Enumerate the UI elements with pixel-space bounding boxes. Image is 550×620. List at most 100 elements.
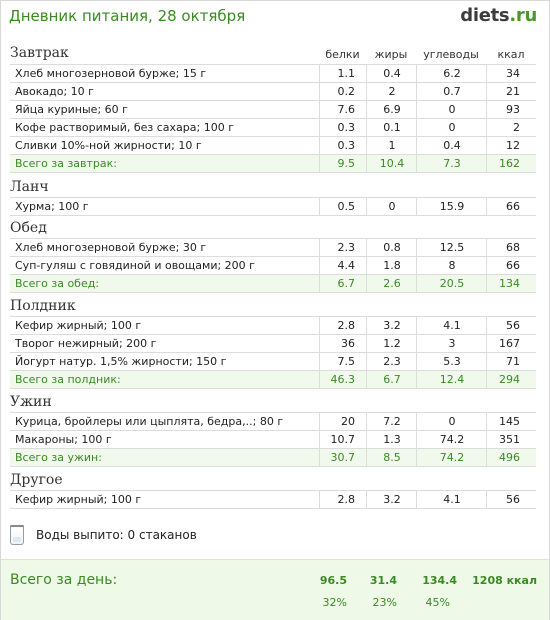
protein-value: 7.5 xyxy=(319,353,366,370)
protein-value: 2.3 xyxy=(319,239,366,256)
food-name: Кофе растворимый, без сахара; 100 г xyxy=(15,121,234,134)
kcal-value: 12 xyxy=(486,137,536,154)
food-row[interactable]: Яйца куриные; 60 г 7.6 6.9 0 93 xyxy=(10,101,536,119)
total-protein: 30.7 xyxy=(319,449,366,466)
protein-value: 4.4 xyxy=(319,257,366,274)
kcal-value: 93 xyxy=(486,101,536,118)
protein-value: 1.1 xyxy=(319,65,366,82)
carbs-value: 0.4 xyxy=(416,137,487,154)
carbs-value: 0.7 xyxy=(416,83,487,100)
total-carbs: 74.2 xyxy=(416,449,487,466)
protein-value: 0.3 xyxy=(319,137,366,154)
column-header-fat: жиры xyxy=(374,48,408,61)
protein-value: 20 xyxy=(319,413,366,430)
food-name: Хлеб многозерновой бурже; 15 г xyxy=(15,67,207,80)
carbs-value: 0 xyxy=(416,119,487,136)
carbs-value: 5.3 xyxy=(416,353,487,370)
food-row[interactable]: Хлеб многозерновой бурже; 30 г 2.3 0.8 12.5… xyxy=(10,239,536,257)
food-row[interactable]: Кефир жирный; 100 г 2.8 3.2 4.1 56 xyxy=(10,491,536,509)
carbs-value: 74.2 xyxy=(416,431,487,448)
protein-value: 0.3 xyxy=(319,119,366,136)
food-name: Кефир жирный; 100 г xyxy=(15,319,142,332)
day-total-kcal: 1208 ккал xyxy=(472,574,537,587)
food-name: Кефир жирный; 100 г xyxy=(15,493,142,506)
supper-table: Курица, бройлеры или цыплята, бедра,..; … xyxy=(10,412,536,467)
day-total-fat: 31.4 xyxy=(369,574,397,587)
total-protein: 9.5 xyxy=(319,155,366,172)
breakfast-table: Хлеб многозерновой бурже; 15 г 1.1 0.4 6.2 3… xyxy=(10,64,536,173)
day-total-carbs: 134.4 xyxy=(422,574,457,587)
food-row[interactable]: Кефир жирный; 100 г 2.8 3.2 4.1 56 xyxy=(10,317,536,335)
carbs-value: 6.2 xyxy=(416,65,487,82)
total-fat: 6.7 xyxy=(366,371,417,388)
meal-title-other: Другое xyxy=(10,472,63,488)
meal-total-row: Всего за завтрак: 9.5 10.4 7.3 162 xyxy=(10,155,536,173)
food-row[interactable]: Сливки 10%-ной жирности; 10 г 0.3 1 0.4 12 xyxy=(10,137,536,155)
fat-value: 7.2 xyxy=(366,413,417,430)
kcal-value: 351 xyxy=(486,431,536,448)
carbs-value: 4.1 xyxy=(416,317,487,334)
food-row[interactable]: Макароны; 100 г 10.7 1.3 74.2 351 xyxy=(10,431,536,449)
food-row[interactable]: Йогурт натур. 1,5% жирности; 150 г 7.5 2.3… xyxy=(10,353,536,371)
logo-main: diets xyxy=(460,5,510,26)
meal-total-row: Всего за обед: 6.7 2.6 20.5 134 xyxy=(10,275,536,293)
protein-value: 7.6 xyxy=(319,101,366,118)
column-header-carbs: углеводы xyxy=(423,48,479,61)
food-row[interactable]: Суп-гуляш с говядиной и овощами; 200 г 4.… xyxy=(10,257,536,275)
food-row[interactable]: Хлеб многозерновой бурже; 15 г 1.1 0.4 6.2 3… xyxy=(10,65,536,83)
total-label: Всего за завтрак: xyxy=(15,157,118,170)
food-name: Курица, бройлеры или цыплята, бедра,..; … xyxy=(15,415,284,428)
protein-value: 36 xyxy=(319,335,366,352)
total-kcal: 162 xyxy=(486,155,536,172)
total-fat: 2.6 xyxy=(366,275,417,292)
kcal-value: 68 xyxy=(486,239,536,256)
food-row[interactable]: Авокадо; 10 г 0.2 2 0.7 21 xyxy=(10,83,536,101)
meal-total-row: Всего за ужин: 30.7 8.5 74.2 496 xyxy=(10,449,536,467)
food-row[interactable]: Хурма; 100 г 0.5 0 15.9 66 xyxy=(10,198,536,216)
day-total-panel: Всего за день: 96.5 31.4 134.4 1208 ккал… xyxy=(1,559,549,620)
column-header-protein: белки xyxy=(325,48,360,61)
kcal-value: 66 xyxy=(486,257,536,274)
meal-total-row: Всего за полдник: 46.3 6.7 12.4 294 xyxy=(10,371,536,389)
kcal-value: 2 xyxy=(486,119,536,136)
obed-table: Хлеб многозерновой бурже; 30 г 2.3 0.8 12.5… xyxy=(10,238,536,293)
food-name: Хурма; 100 г xyxy=(15,200,89,213)
kcal-value: 167 xyxy=(486,335,536,352)
carbs-value: 0 xyxy=(416,413,487,430)
snack-table: Кефир жирный; 100 г 2.8 3.2 4.1 56 Творог не… xyxy=(10,316,536,389)
food-name: Яйца куриные; 60 г xyxy=(15,103,128,116)
food-row[interactable]: Творог нежирный; 200 г 36 1.2 3 167 xyxy=(10,335,536,353)
fat-value: 1.8 xyxy=(366,257,417,274)
fat-value: 0.4 xyxy=(366,65,417,82)
column-header-kcal: ккал xyxy=(497,48,525,61)
other-table: Кефир жирный; 100 г 2.8 3.2 4.1 56 xyxy=(10,490,536,509)
carbs-value: 3 xyxy=(416,335,487,352)
fat-value: 3.2 xyxy=(366,491,417,508)
carbs-value: 15.9 xyxy=(416,198,487,215)
total-fat: 10.4 xyxy=(366,155,417,172)
meal-title-breakfast: Завтрак xyxy=(10,45,69,61)
carbs-value: 12.5 xyxy=(416,239,487,256)
water-glass-icon xyxy=(10,525,24,545)
protein-value: 2.8 xyxy=(319,317,366,334)
total-label: Всего за обед: xyxy=(15,277,100,290)
food-row[interactable]: Кофе растворимый, без сахара; 100 г 0.3 0.… xyxy=(10,119,536,137)
total-kcal: 294 xyxy=(486,371,536,388)
day-carbs-percent: 45% xyxy=(425,596,450,609)
fat-value: 2.3 xyxy=(366,353,417,370)
kcal-value: 34 xyxy=(486,65,536,82)
kcal-value: 56 xyxy=(486,491,536,508)
site-logo[interactable]: diets.ru xyxy=(460,5,537,26)
fat-value: 1.3 xyxy=(366,431,417,448)
kcal-value: 21 xyxy=(486,83,536,100)
page-header: Дневник питания, 28 октября diets.ru xyxy=(9,5,539,29)
meal-title-snack: Полдник xyxy=(10,298,76,314)
fat-value: 0.1 xyxy=(366,119,417,136)
fat-value: 0.8 xyxy=(366,239,417,256)
food-row[interactable]: Курица, бройлеры или цыплята, бедра,..; … xyxy=(10,413,536,431)
total-protein: 6.7 xyxy=(319,275,366,292)
total-carbs: 7.3 xyxy=(416,155,487,172)
kcal-value: 145 xyxy=(486,413,536,430)
total-kcal: 496 xyxy=(486,449,536,466)
carbs-value: 0 xyxy=(416,101,487,118)
